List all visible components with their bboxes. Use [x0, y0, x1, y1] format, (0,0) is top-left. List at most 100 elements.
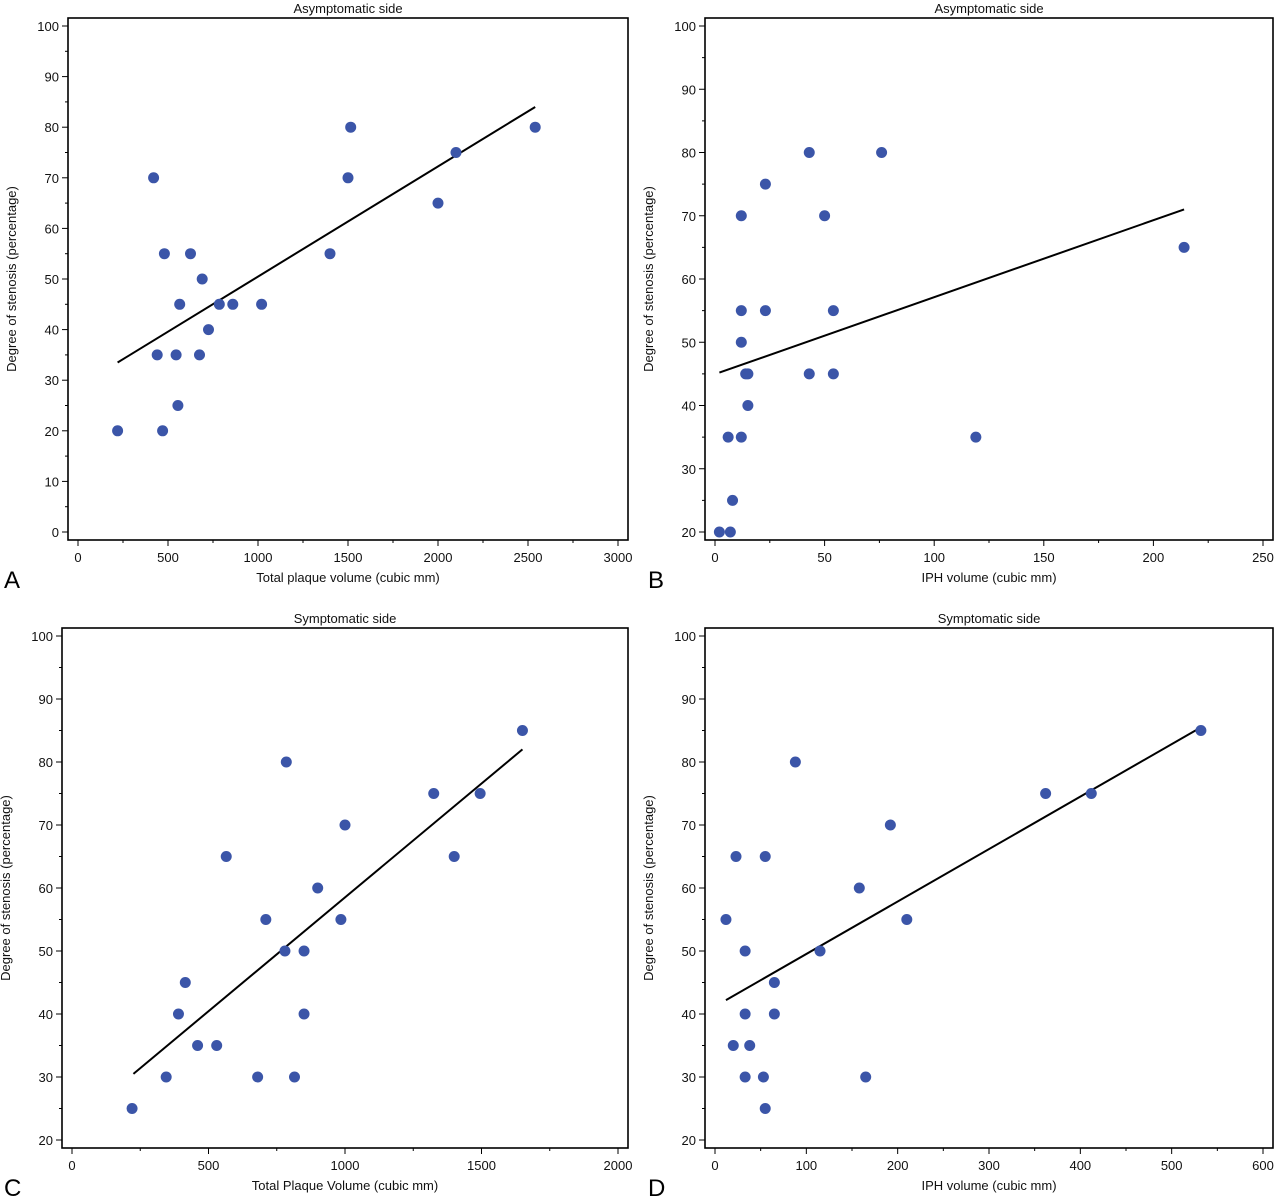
x-tick-label: 2000 — [604, 1158, 633, 1173]
y-tick-label: 80 — [39, 755, 53, 770]
y-tick-label: 100 — [31, 629, 53, 644]
x-axis-label: IPH volume (cubic mm) — [921, 570, 1056, 585]
x-tick-label: 500 — [198, 1158, 220, 1173]
y-tick-label: 30 — [682, 1070, 696, 1085]
y-tick-label: 100 — [674, 629, 696, 644]
data-point — [735, 336, 747, 348]
data-point — [827, 305, 839, 317]
data-point — [1178, 241, 1190, 253]
x-tick-label: 300 — [978, 1158, 1000, 1173]
regression-line — [132, 748, 524, 1075]
data-point — [335, 914, 347, 925]
data-point — [185, 248, 196, 260]
data-point — [450, 147, 462, 158]
x-tick-label: 2500 — [514, 550, 543, 565]
data-point — [853, 882, 865, 894]
data-point — [720, 914, 732, 925]
y-axis-label: Degree of stenosis (percentage) — [641, 186, 656, 372]
data-point — [735, 210, 747, 222]
y-tick-label: 60 — [682, 881, 696, 896]
data-point — [529, 121, 541, 133]
data-point — [759, 305, 771, 317]
y-tick-label: 100 — [674, 19, 696, 34]
y-tick-label: 30 — [45, 373, 59, 388]
data-point — [213, 298, 225, 310]
x-axis-label: Total Plaque Volume (cubic mm) — [252, 1178, 438, 1193]
plot-frame — [704, 17, 1274, 541]
plot-frame — [704, 627, 1274, 1149]
plot-frame — [61, 627, 629, 1149]
y-tick-label: 20 — [682, 525, 696, 540]
x-tick-label: 1500 — [467, 1158, 496, 1173]
data-point — [324, 248, 336, 260]
data-point — [735, 431, 747, 443]
data-point — [312, 882, 324, 894]
x-tick-label: 0 — [711, 550, 718, 565]
y-tick-label: 90 — [682, 692, 696, 707]
data-point — [713, 526, 725, 538]
y-tick-label: 90 — [682, 82, 696, 97]
x-tick-label: 150 — [1033, 550, 1055, 565]
data-point — [727, 1040, 739, 1051]
y-tick-label: 80 — [45, 120, 59, 135]
chart-title: Asymptomatic side — [934, 1, 1043, 16]
y-tick-label: 100 — [37, 19, 59, 34]
data-point — [819, 210, 831, 222]
data-point — [724, 526, 736, 538]
x-tick-label: 600 — [1252, 1158, 1274, 1173]
data-point — [860, 1071, 872, 1083]
x-tick-label: 400 — [1069, 1158, 1091, 1173]
data-point — [739, 1071, 751, 1083]
x-tick-label: 0 — [74, 550, 81, 565]
y-tick-label: 30 — [682, 462, 696, 477]
x-tick-label: 1000 — [331, 1158, 360, 1173]
chart-title: Symptomatic side — [938, 611, 1041, 626]
x-tick-label: 250 — [1252, 550, 1274, 565]
data-point — [151, 349, 163, 361]
data-point — [516, 725, 528, 736]
data-point — [744, 1040, 756, 1051]
data-point — [112, 425, 124, 437]
y-axis-label: Degree of stenosis (percentage) — [641, 795, 656, 981]
x-axis-label: IPH volume (cubic mm) — [921, 1178, 1056, 1193]
y-tick-label: 70 — [682, 209, 696, 224]
data-point — [742, 368, 754, 380]
y-tick-label: 40 — [682, 1007, 696, 1022]
plot-frame — [67, 17, 629, 541]
panel-letter: A — [4, 567, 20, 594]
regression-line — [719, 208, 1185, 374]
x-tick-label: 0 — [68, 1158, 75, 1173]
chart-title: Asymptomatic side — [293, 1, 402, 16]
y-axis-label: Degree of stenosis (percentage) — [0, 795, 13, 981]
data-point — [280, 756, 292, 768]
y-tick-label: 40 — [39, 1007, 53, 1022]
data-point — [148, 172, 160, 184]
data-point — [757, 1071, 769, 1083]
regression-line — [725, 726, 1202, 1002]
data-point — [803, 147, 815, 158]
data-point — [158, 248, 170, 260]
x-tick-label: 200 — [887, 1158, 909, 1173]
data-point — [298, 1008, 310, 1020]
data-point — [876, 147, 888, 158]
data-point — [735, 305, 747, 317]
panel-letter: B — [648, 567, 664, 594]
data-point — [260, 914, 272, 925]
data-point — [739, 1008, 751, 1020]
panel-b: Asymptomatic side 20 30 40 50 60 70 80 90 100 0 50 1… — [641, 1, 1274, 594]
data-point — [174, 298, 186, 310]
y-tick-label: 50 — [45, 272, 59, 287]
panel-a: Asymptomatic side01020304050607080901000… — [4, 1, 632, 594]
y-tick-label: 50 — [682, 335, 696, 350]
data-point — [298, 945, 310, 957]
data-point — [170, 349, 182, 361]
data-point — [211, 1040, 223, 1051]
data-point — [256, 298, 268, 310]
x-tick-label: 3000 — [604, 550, 633, 565]
y-tick-label: 20 — [39, 1133, 53, 1148]
data-point — [814, 945, 826, 957]
data-point — [727, 494, 739, 506]
data-point — [827, 368, 839, 380]
data-point — [160, 1071, 172, 1083]
